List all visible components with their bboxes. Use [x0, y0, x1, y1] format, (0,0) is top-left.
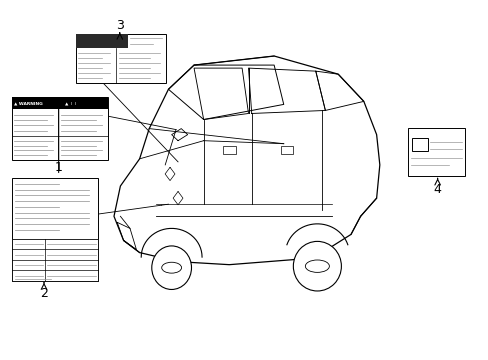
Ellipse shape	[162, 262, 181, 273]
Bar	[12, 97, 107, 160]
Bar	[12, 97, 107, 109]
Ellipse shape	[293, 242, 341, 291]
Ellipse shape	[305, 260, 329, 273]
Text: 4: 4	[433, 183, 441, 195]
Bar	[76, 34, 166, 83]
Text: ▲ WARNING: ▲ WARNING	[14, 102, 43, 105]
Text: 3: 3	[116, 19, 123, 32]
Text: ▲  I  I: ▲ I I	[64, 102, 76, 105]
Bar	[12, 178, 98, 281]
Bar	[411, 138, 427, 151]
Text: 1: 1	[55, 161, 62, 174]
Bar	[223, 146, 235, 153]
Bar	[280, 146, 293, 153]
Ellipse shape	[151, 246, 191, 289]
Bar	[12, 239, 98, 281]
Text: 2: 2	[40, 287, 48, 300]
Bar	[76, 34, 128, 48]
Bar	[407, 128, 464, 176]
